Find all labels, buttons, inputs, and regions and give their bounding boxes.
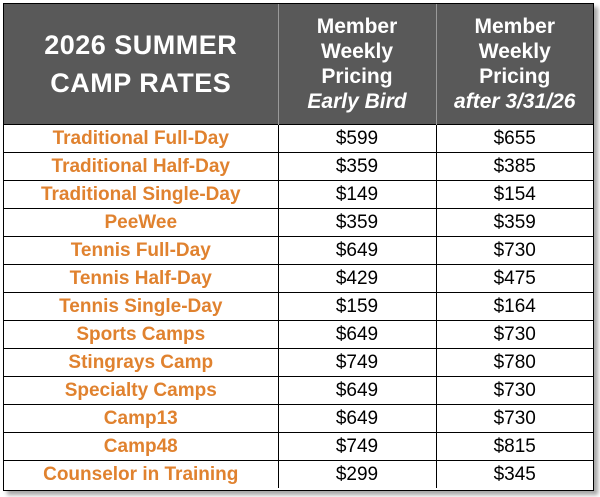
after-deadline-price: $154 — [436, 180, 593, 209]
after-deadline-price: $655 — [436, 124, 593, 153]
header-text: Early Bird — [307, 90, 407, 113]
after-deadline-price: $730 — [436, 320, 593, 349]
table-row: Stingrays Camp $749 $780 — [4, 348, 593, 377]
camp-rates-table: 2026 SUMMER CAMP RATES Member Weekly Pri… — [4, 4, 593, 488]
header-text: after 3/31/26 — [454, 90, 576, 113]
program-name: Traditional Full-Day — [4, 124, 279, 153]
column-header-early-bird: Member Weekly Pricing Early Bird — [278, 4, 437, 125]
table-row: Specialty Camps $649 $730 — [4, 376, 593, 405]
table-row: Camp48 $749 $815 — [4, 432, 593, 461]
early-bird-price: $649 — [278, 404, 437, 433]
table-row: Sports Camps $649 $730 — [4, 320, 593, 349]
table-row: Counselor in Training $299 $345 — [4, 460, 593, 488]
early-bird-price: $649 — [278, 320, 437, 349]
program-name: Sports Camps — [4, 320, 279, 349]
after-deadline-price: $730 — [436, 404, 593, 433]
early-bird-price: $299 — [278, 460, 437, 488]
table-row: Camp13 $649 $730 — [4, 404, 593, 433]
table-row: PeeWee $359 $359 — [4, 208, 593, 237]
early-bird-price: $359 — [278, 152, 437, 181]
after-deadline-price: $815 — [436, 432, 593, 461]
title-line-1: 2026 SUMMER — [44, 30, 238, 60]
column-header-after-deadline: Member Weekly Pricing after 3/31/26 — [436, 4, 593, 125]
after-deadline-price: $164 — [436, 292, 593, 321]
rates-table-frame: 2026 SUMMER CAMP RATES Member Weekly Pri… — [3, 3, 594, 491]
early-bird-price: $749 — [278, 348, 437, 377]
early-bird-price: $159 — [278, 292, 437, 321]
table-title: 2026 SUMMER CAMP RATES — [4, 4, 279, 125]
after-deadline-price: $345 — [436, 460, 593, 488]
header-text: Pricing — [321, 65, 393, 88]
table-row: Traditional Full-Day $599 $655 — [4, 124, 593, 153]
program-name: PeeWee — [4, 208, 279, 237]
program-name: Traditional Single-Day — [4, 180, 279, 209]
early-bird-price: $649 — [278, 376, 437, 405]
table-row: Tennis Half-Day $429 $475 — [4, 264, 593, 293]
table-row: Traditional Single-Day $149 $154 — [4, 180, 593, 209]
table-header-row: 2026 SUMMER CAMP RATES Member Weekly Pri… — [4, 4, 593, 125]
after-deadline-price: $385 — [436, 152, 593, 181]
early-bird-price: $749 — [278, 432, 437, 461]
after-deadline-price: $359 — [436, 208, 593, 237]
program-name: Tennis Half-Day — [4, 264, 279, 293]
program-name: Traditional Half-Day — [4, 152, 279, 181]
after-deadline-price: $475 — [436, 264, 593, 293]
program-name: Tennis Full-Day — [4, 236, 279, 265]
title-line-2: CAMP RATES — [50, 68, 232, 98]
program-name: Camp48 — [4, 432, 279, 461]
early-bird-price: $359 — [278, 208, 437, 237]
table-row: Traditional Half-Day $359 $385 — [4, 152, 593, 181]
early-bird-price: $149 — [278, 180, 437, 209]
header-text: Weekly — [321, 40, 393, 63]
table-row: Tennis Single-Day $159 $164 — [4, 292, 593, 321]
program-name: Counselor in Training — [4, 460, 279, 488]
header-text: Weekly — [478, 40, 551, 63]
program-name: Specialty Camps — [4, 376, 279, 405]
table-row: Tennis Full-Day $649 $730 — [4, 236, 593, 265]
header-text: Member — [474, 15, 556, 38]
program-name: Camp13 — [4, 404, 279, 433]
early-bird-price: $599 — [278, 124, 437, 153]
after-deadline-price: $730 — [436, 376, 593, 405]
program-name: Tennis Single-Day — [4, 292, 279, 321]
after-deadline-price: $730 — [436, 236, 593, 265]
early-bird-price: $649 — [278, 236, 437, 265]
after-deadline-price: $780 — [436, 348, 593, 377]
program-name: Stingrays Camp — [4, 348, 279, 377]
early-bird-price: $429 — [278, 264, 437, 293]
header-text: Pricing — [479, 65, 551, 88]
header-text: Member — [316, 15, 398, 38]
